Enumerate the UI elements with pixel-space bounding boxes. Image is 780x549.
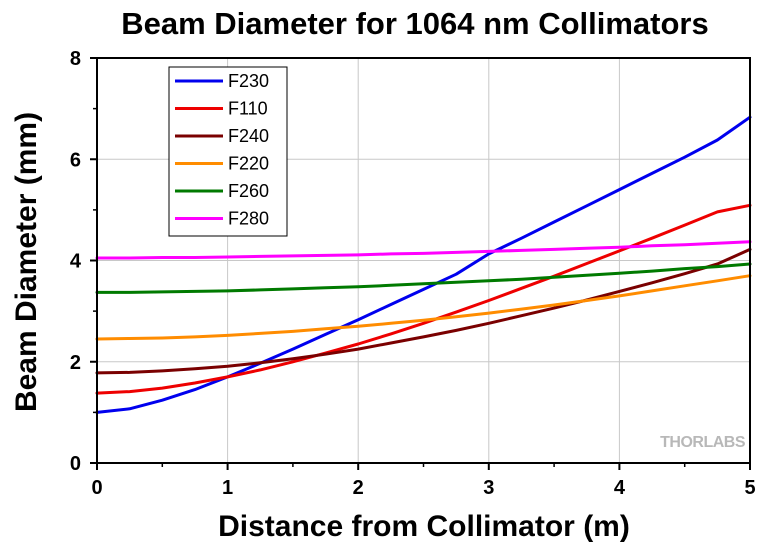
axis-ticks: 0 1 2 3 4 5 0 2 4 6 8 <box>70 48 756 499</box>
x-tick-label: 5 <box>744 477 755 499</box>
x-axis-label: Distance from Collimator (m) <box>218 510 630 543</box>
series-lines <box>95 115 752 414</box>
y-tick-label: 4 <box>70 251 82 273</box>
y-tick-label: 8 <box>70 48 81 70</box>
y-axis-label: Beam Diameter (mm) <box>10 112 43 412</box>
thorlabs-watermark: THORLABS <box>660 434 746 451</box>
legend-label-f220: F220 <box>228 154 269 174</box>
legend-label-f230: F230 <box>228 71 269 91</box>
x-tick-label: 3 <box>483 477 494 499</box>
y-tick-label: 0 <box>70 453 81 475</box>
legend: F230 F110 F240 F220 F260 F280 <box>168 66 288 237</box>
chart-title: Beam Diameter for 1064 nm Collimators <box>121 6 709 41</box>
y-tick-label: 6 <box>70 149 81 171</box>
x-tick-label: 0 <box>91 477 102 499</box>
x-tick-label: 2 <box>353 477 364 499</box>
x-tick-label: 4 <box>614 477 626 499</box>
x-tick-label: 1 <box>222 477 233 499</box>
legend-label-f280: F280 <box>228 209 269 229</box>
series-line-f230 <box>95 115 752 414</box>
series-line-f280 <box>95 240 752 260</box>
series-line-f110 <box>95 203 752 395</box>
series-line-f240 <box>95 247 752 375</box>
y-tick-label: 2 <box>70 352 81 374</box>
legend-label-f240: F240 <box>228 126 269 146</box>
legend-label-f260: F260 <box>228 181 269 201</box>
series-line-f220 <box>95 274 752 341</box>
series-line-f260 <box>95 262 752 294</box>
legend-label-f110: F110 <box>228 99 268 119</box>
legend-box <box>168 66 288 237</box>
